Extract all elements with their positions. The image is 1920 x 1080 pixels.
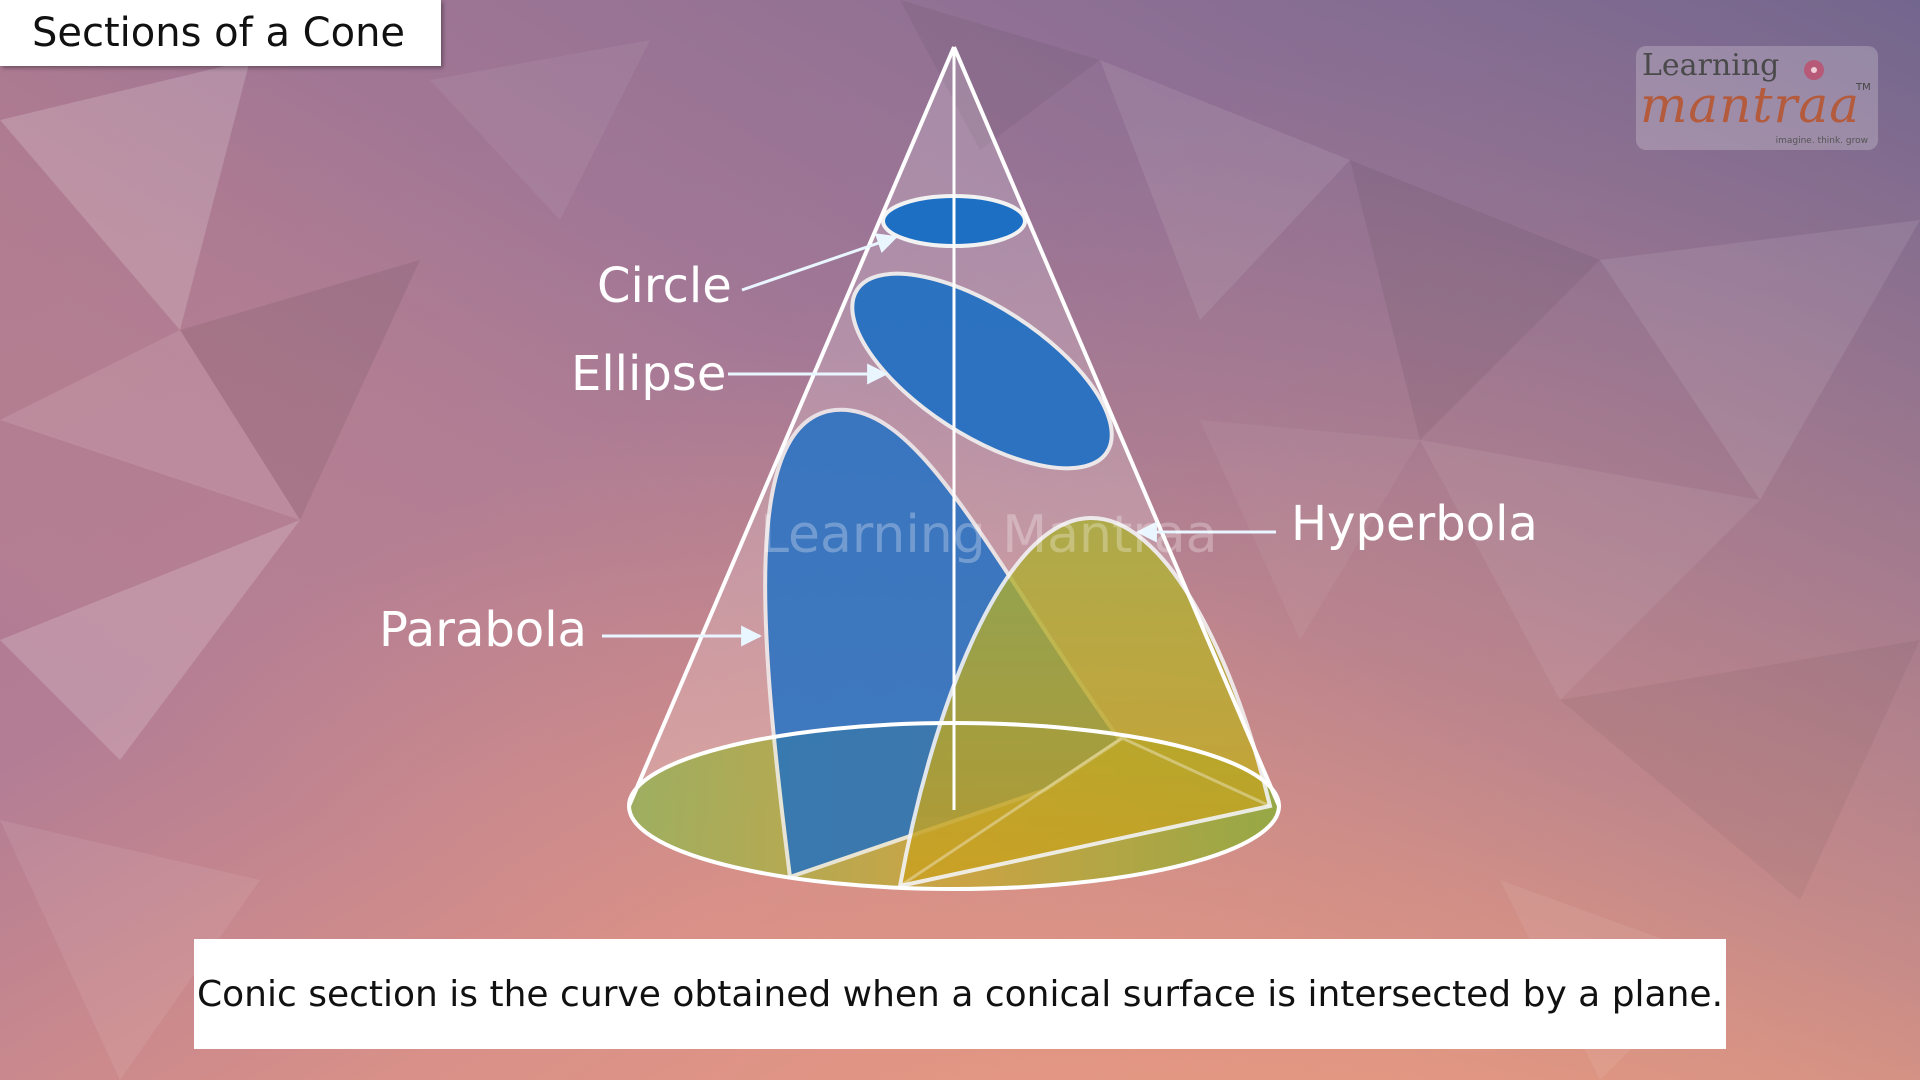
hyperbola-section (897, 515, 1273, 889)
caption-text: Conic section is the curve obtained when… (196, 973, 1724, 1015)
label-ellipse: Ellipse (571, 346, 727, 402)
cone-outline (627, 46, 1281, 807)
label-hyperbola: Hyperbola (1291, 496, 1538, 552)
logo-dot-icon (1804, 60, 1824, 80)
circle-arrow (741, 233, 898, 292)
page-title: Sections of a Cone (32, 10, 406, 56)
title-box: Sections of a Cone (0, 0, 441, 66)
logo-tagline: imagine. think. grow (1775, 136, 1868, 146)
logo-learning-text: Learning (1642, 48, 1780, 83)
watermark-text: Learning Mantraa (760, 505, 1218, 565)
logo-trademark: TM (1856, 82, 1871, 93)
cone-base-outline (627, 721, 1281, 891)
hyperbola-plane-edge (899, 736, 1271, 888)
caption-box: Conic section is the curve obtained when… (194, 939, 1726, 1049)
ellipse-section (850, 271, 1114, 471)
label-parabola: Parabola (379, 602, 587, 658)
logo-mantraa-text: mantraa (1640, 76, 1861, 134)
learning-mantraa-logo: Learning mantraa TM imagine. think. grow (1636, 46, 1878, 150)
label-circle: Circle (597, 258, 732, 314)
